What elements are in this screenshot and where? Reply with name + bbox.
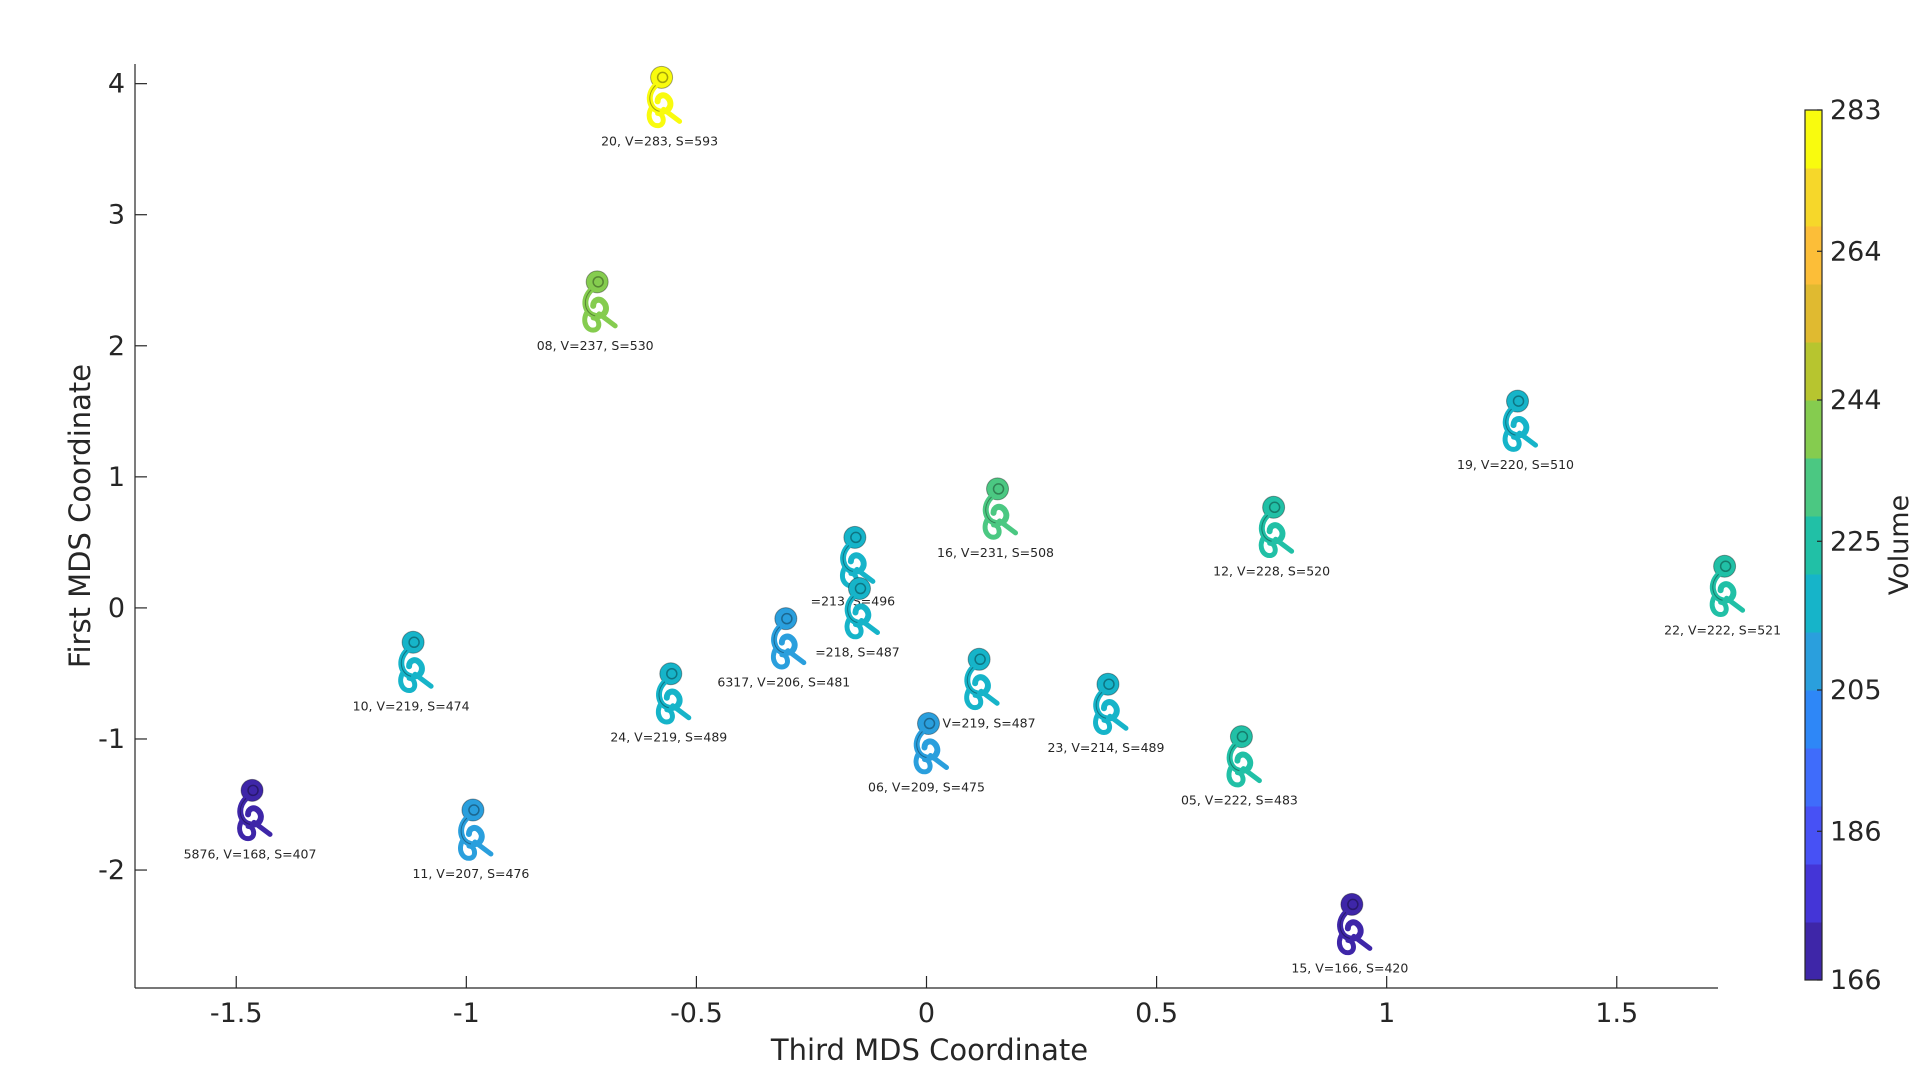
y-tick-label: 2 — [108, 331, 125, 362]
y-tick-label: 4 — [108, 69, 125, 100]
colorbar-segment — [1805, 748, 1822, 807]
data-point-label: 22, V=222, S=521 — [1664, 622, 1781, 637]
colorbar-segment — [1805, 806, 1822, 865]
x-tick-label: 0.5 — [1135, 998, 1178, 1029]
colorbar-tick-label: 186 — [1830, 816, 1882, 847]
colorbar-frame — [1804, 109, 1823, 981]
data-point-label: 16, V=231, S=508 — [937, 545, 1054, 560]
data-point-label: 5876, V=168, S=407 — [184, 846, 317, 861]
data-point-label: 10, V=219, S=474 — [353, 698, 470, 713]
x-axis-ticks: -1.5 -1 -0.5 0 0.5 1 1.5 — [210, 976, 1638, 1029]
colorbar-tick-label: 283 — [1830, 95, 1882, 126]
colorbar-tick-label: 264 — [1830, 236, 1882, 267]
colorbar-label: Volume — [1884, 495, 1915, 595]
data-point — [237, 778, 273, 842]
data-point — [1336, 892, 1373, 956]
colorbar-segment — [1805, 168, 1822, 227]
colorbar: 166 186 205 225 244 264 283 Volume — [1804, 95, 1915, 996]
colorbar-segment — [1805, 864, 1822, 923]
data-point-label: =218, S=487 — [815, 645, 900, 660]
data-point — [1093, 672, 1129, 735]
data-point-label: 20, V=283, S=593 — [601, 133, 718, 148]
x-tick-label: -1.5 — [210, 998, 263, 1029]
data-point-label: 12, V=228, S=520 — [1213, 563, 1330, 578]
y-tick-label: -2 — [98, 855, 125, 886]
colorbar-segment — [1805, 632, 1822, 691]
x-tick-label: 1.5 — [1595, 998, 1638, 1029]
y-tick-label: 1 — [108, 462, 125, 493]
data-point — [582, 270, 618, 333]
colorbar-segment — [1805, 690, 1822, 749]
y-tick-label: -1 — [98, 724, 125, 755]
colorbar-segment — [1805, 226, 1822, 285]
data-point — [964, 647, 1000, 711]
data-point — [1709, 554, 1746, 617]
colorbar-gradient — [1805, 110, 1822, 981]
data-point-label: 24, V=219, S=489 — [610, 730, 727, 745]
data-point — [844, 577, 880, 640]
axes: -1.5 -1 -0.5 0 0.5 1 1.5 -2 -1 0 1 2 3 4 Third MDS C… — [63, 64, 1718, 1067]
data-point-label: 06, V=209, S=475 — [868, 780, 985, 795]
x-tick-label: 0 — [918, 998, 935, 1029]
data-point — [913, 712, 949, 775]
colorbar-ticks: 166 186 205 225 244 264 283 — [1817, 95, 1882, 996]
data-point — [770, 607, 807, 670]
colorbar-segment — [1805, 516, 1822, 575]
colorbar-tick-label: 225 — [1830, 526, 1882, 557]
data-point-label: 05, V=222, S=483 — [1181, 793, 1298, 808]
colorbar-segment — [1805, 458, 1822, 517]
data-point-label: 6317, V=206, S=481 — [717, 675, 850, 690]
data-point-label: 09, V=219, S=487 — [919, 715, 1036, 730]
data-point-label: 11, V=207, S=476 — [412, 866, 529, 881]
x-tick-label: -0.5 — [670, 998, 723, 1029]
colorbar-segment — [1805, 400, 1822, 459]
y-axis-ticks: -2 -1 0 1 2 3 4 — [98, 69, 147, 886]
colorbar-segment — [1805, 110, 1822, 169]
y-axis-label: First MDS Coordinate — [63, 364, 97, 668]
colorbar-segment — [1805, 342, 1822, 401]
colorbar-segment — [1805, 284, 1822, 343]
data-point — [458, 798, 494, 861]
x-tick-label: 1 — [1378, 998, 1395, 1029]
colorbar-tick-label: 205 — [1830, 675, 1882, 706]
colorbar-tick-label: 244 — [1830, 385, 1882, 416]
x-axis-label: Third MDS Coordinate — [770, 1033, 1088, 1067]
colorbar-tick-label: 166 — [1830, 965, 1882, 996]
data-points: 20, V=283, S=593 08, V=237, S=530 19, V=22… — [184, 65, 1781, 975]
data-point-label: 15, V=166, S=420 — [1291, 960, 1408, 975]
data-point — [398, 630, 434, 693]
colorbar-segment — [1805, 922, 1822, 981]
colorbar-segment — [1805, 574, 1822, 633]
data-point-label: 19, V=220, S=510 — [1457, 457, 1574, 472]
data-point — [839, 525, 876, 589]
data-point — [1226, 725, 1262, 788]
data-point — [646, 65, 683, 129]
data-point-label: 08, V=237, S=530 — [537, 338, 654, 353]
y-tick-label: 0 — [108, 593, 125, 624]
data-point — [1258, 495, 1295, 558]
data-point-label: 23, V=214, S=489 — [1047, 740, 1164, 755]
data-point — [982, 477, 1019, 540]
data-point — [655, 662, 692, 725]
y-tick-label: 3 — [108, 200, 125, 231]
data-point — [1502, 389, 1539, 452]
x-tick-label: -1 — [453, 998, 480, 1029]
